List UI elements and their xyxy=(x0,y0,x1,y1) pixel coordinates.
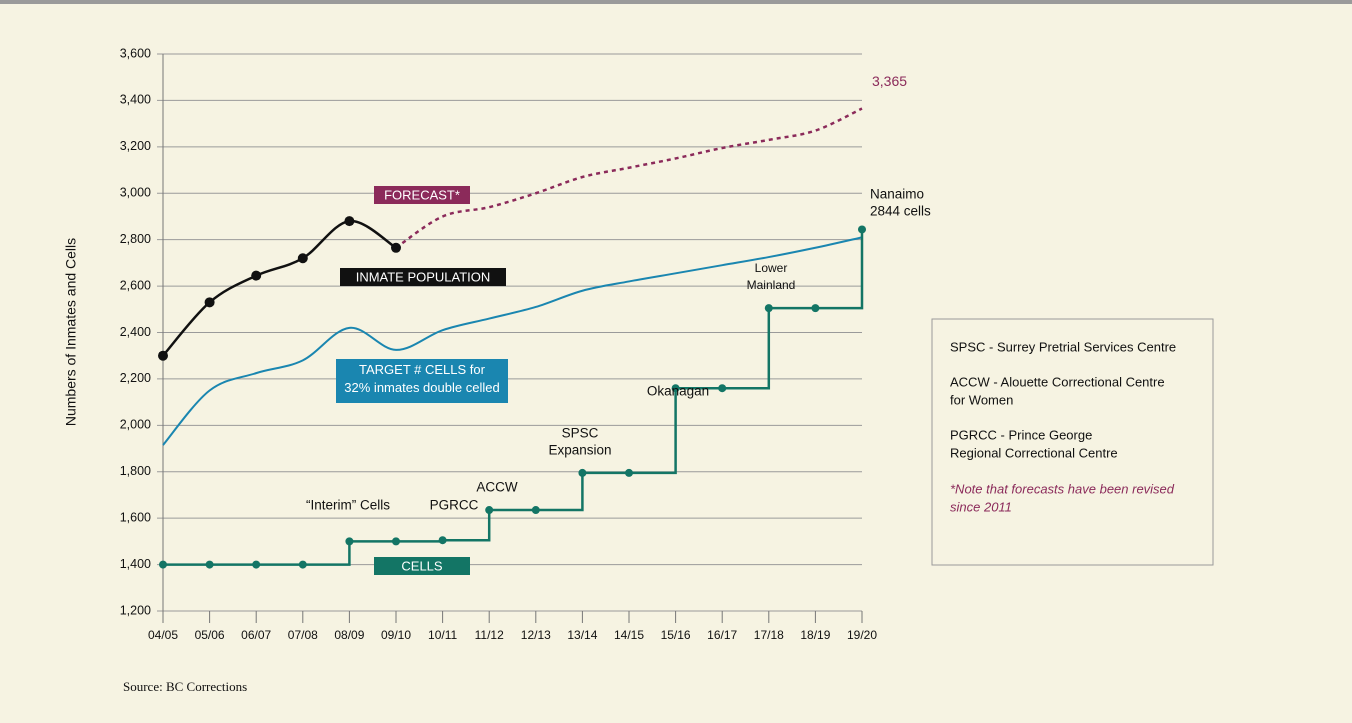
annotation: Expansion xyxy=(548,443,611,458)
annotation: PGRCC xyxy=(430,498,479,513)
legend-note: ACCW - Alouette Correctional Centre xyxy=(950,374,1165,389)
x-tick-label: 17/18 xyxy=(754,628,784,642)
x-tick-label: 14/15 xyxy=(614,628,644,642)
data-label: 3,365 xyxy=(872,73,907,89)
inmate-marker xyxy=(297,253,308,264)
annotation: “Interim” Cells xyxy=(306,498,390,513)
y-tick-label: 3,600 xyxy=(120,46,151,60)
x-tick-label: 04/05 xyxy=(148,628,178,642)
y-tick-label: 3,200 xyxy=(120,139,151,153)
cells-marker xyxy=(811,304,820,313)
x-tick-label: 11/12 xyxy=(475,628,504,642)
x-tick-label: 12/13 xyxy=(521,628,551,642)
x-tick-label: 18/19 xyxy=(800,628,830,642)
series-label-box xyxy=(336,359,508,403)
legend-note: for Women xyxy=(950,392,1013,407)
source: Source: BC Corrections xyxy=(123,679,247,694)
x-tick-label: 13/14 xyxy=(567,628,597,642)
cells-marker xyxy=(252,560,261,569)
y-tick-label: 2,800 xyxy=(120,232,151,246)
y-tick-label: 2,600 xyxy=(120,278,151,292)
x-tick-label: 09/10 xyxy=(381,628,411,642)
footnote: since 2011 xyxy=(950,499,1012,514)
inmate-marker xyxy=(344,216,355,227)
x-tick-label: 19/20 xyxy=(847,628,877,642)
x-tick-label: 06/07 xyxy=(241,628,271,642)
annotation: Lower xyxy=(755,261,788,275)
series-label-box xyxy=(340,268,506,286)
cells-marker xyxy=(298,560,307,569)
x-tick-label: 08/09 xyxy=(334,628,364,642)
y-tick-label: 1,800 xyxy=(120,464,151,478)
y-tick-label: 2,400 xyxy=(120,325,151,339)
y-tick-label: 2,000 xyxy=(120,418,151,432)
legend-label: INMATE POPULATION xyxy=(356,269,491,284)
legend-box xyxy=(931,318,1214,566)
cells-marker xyxy=(345,537,354,546)
x-tick-label: 07/08 xyxy=(288,628,318,642)
legend-note: PGRCC - Prince George xyxy=(950,427,1092,442)
y-axis-label: Numbers of Inmates and Cells xyxy=(63,238,79,426)
y-tick-label: 1,200 xyxy=(120,603,151,617)
inmate-marker xyxy=(391,242,401,253)
cells-marker xyxy=(392,537,400,546)
inmate-marker xyxy=(251,270,262,281)
x-tick-label: 16/17 xyxy=(707,628,737,642)
legend-label: CELLS xyxy=(401,558,443,573)
inmate-line xyxy=(162,219,397,357)
cells-marker xyxy=(764,304,773,313)
cells-marker xyxy=(671,384,680,393)
inmate-marker xyxy=(158,350,168,361)
legend-label: TARGET # CELLS for 32% inmates double cel… xyxy=(344,362,499,395)
target-line xyxy=(162,236,863,446)
y-tick-label: 3,000 xyxy=(120,186,151,200)
cells-marker xyxy=(718,384,727,393)
series-label-box xyxy=(374,186,470,204)
y-tick-label: 1,600 xyxy=(120,510,151,524)
annotation: ACCW xyxy=(476,480,518,495)
forecast-line xyxy=(395,107,863,249)
x-tick-label: 15/16 xyxy=(661,628,691,642)
annotation: 2844 cells xyxy=(870,204,931,219)
top-border xyxy=(0,0,1352,4)
legend-note: SPSC - Surrey Pretrial Services Centre xyxy=(950,339,1176,354)
y-tick-label: 2,200 xyxy=(120,371,151,385)
annotation: Nanaimo xyxy=(870,187,924,202)
cells-marker xyxy=(205,560,214,569)
cells-marker xyxy=(578,468,587,477)
cells-marker xyxy=(159,560,167,569)
footnote: *Note that forecasts have been revised xyxy=(950,481,1175,496)
y-tick-label: 3,400 xyxy=(120,93,151,107)
cells-marker xyxy=(531,506,540,515)
y-tick-label: 1,400 xyxy=(120,557,151,571)
annotation: Okanagan xyxy=(647,384,709,399)
legend-label: FORECAST* xyxy=(384,187,460,202)
cells-marker xyxy=(485,506,494,515)
series-label-box xyxy=(374,557,470,575)
cells-marker xyxy=(438,536,447,545)
x-tick-label: 05/06 xyxy=(195,628,225,642)
inmate-marker xyxy=(204,297,215,308)
cells-marker xyxy=(858,225,866,234)
legend-note: Regional Correctional Centre xyxy=(950,445,1118,460)
cells-marker xyxy=(625,468,633,477)
annotation: SPSC xyxy=(562,426,599,441)
x-tick-label: 10/11 xyxy=(428,628,457,642)
annotation: Mainland xyxy=(747,278,796,292)
